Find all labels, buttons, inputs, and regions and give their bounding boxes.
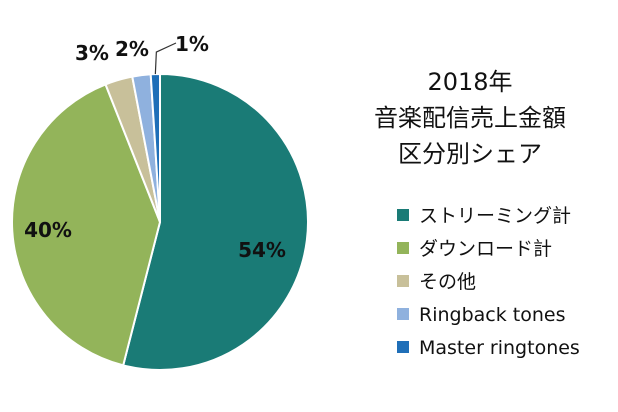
legend-label-3: その他 [419,271,476,293]
pie-slice-1 [121,72,309,371]
slice-label-4: 2% [115,37,149,61]
pie-slice-2 [11,83,162,367]
legend-swatch-2 [397,242,409,254]
chart-title-line-3: 区分別シェア [398,140,542,168]
slice-label-5: 1% [175,32,209,56]
slice-labels: 54% 40% 3% 2% 1% [24,32,286,262]
leader-lines [154,42,177,75]
slice-label-2: 40% [24,218,72,242]
chart-title: 2018年 音楽配信売上金額 区分別シェア [374,68,566,168]
slice-label-1: 54% [238,238,286,262]
chart-title-line-2: 音楽配信売上金額 [374,104,566,132]
legend-swatch-1 [397,209,409,221]
legend-label-1: ストリーミング計 [419,205,571,227]
chart-title-line-1: 2018年 [427,68,512,96]
pie-slices [11,72,309,371]
legend-label-5: Master ringtones [419,337,580,359]
legend-label-4: Ringback tones [419,304,565,326]
legend-swatch-5 [397,341,409,353]
leader-line-5 [154,42,177,75]
legend-swatch-4 [397,308,409,320]
legend-label-2: ダウンロード計 [419,238,552,260]
slice-label-3: 3% [75,41,109,65]
legend-swatch-3 [397,275,409,287]
